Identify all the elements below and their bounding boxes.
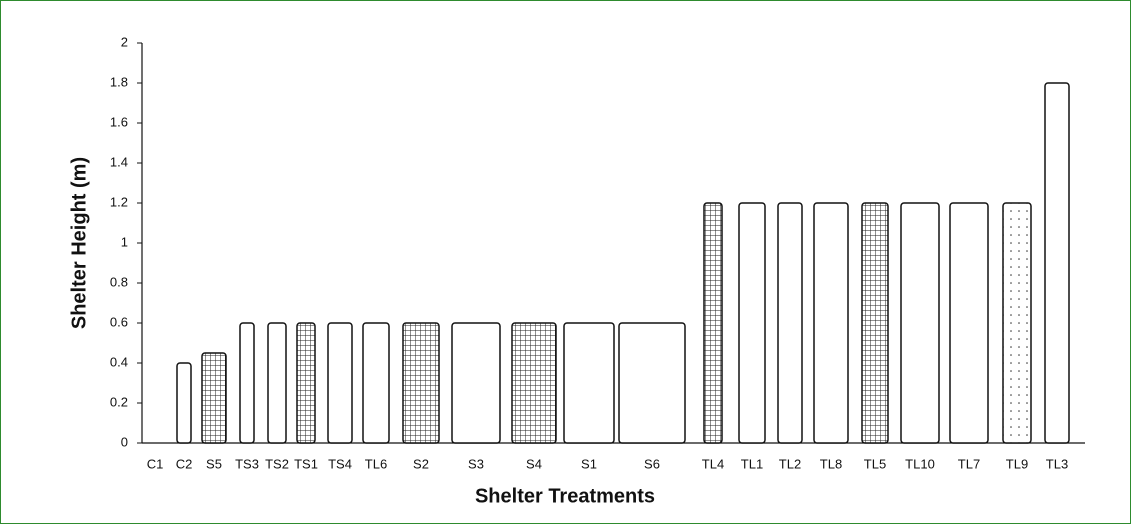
- y-tick-label: 2: [121, 34, 128, 49]
- x-tick-label: TL7: [958, 456, 980, 471]
- x-tick-label: TL4: [702, 456, 724, 471]
- y-tick-label: 0.8: [110, 274, 128, 289]
- y-tick-label: 1: [121, 234, 128, 249]
- bar: [862, 203, 888, 443]
- x-tick-label: TL6: [365, 456, 387, 471]
- x-tick-label: C2: [176, 456, 193, 471]
- bar: [363, 323, 389, 443]
- x-tick-label: S1: [581, 456, 597, 471]
- x-tick-label: TL1: [741, 456, 763, 471]
- bar: [1003, 203, 1031, 443]
- x-tick-label: TS1: [294, 456, 318, 471]
- x-tick-label: S4: [526, 456, 542, 471]
- x-tick-label: TS3: [235, 456, 259, 471]
- y-axis-title: Shelter Height (m): [68, 157, 90, 329]
- bar: [512, 323, 556, 443]
- bar: [950, 203, 988, 443]
- bar: [268, 323, 286, 443]
- bar: [901, 203, 939, 443]
- bar: [328, 323, 352, 443]
- bar: [177, 363, 191, 443]
- bar: [403, 323, 439, 443]
- bar: [814, 203, 848, 443]
- x-tick-label: S3: [468, 456, 484, 471]
- x-tick-label: S6: [644, 456, 660, 471]
- x-tick-label: TL10: [905, 456, 935, 471]
- y-tick-label: 1.8: [110, 74, 128, 89]
- y-tick-label: 0.2: [110, 394, 128, 409]
- chart: Shelter Height (m) Shelter Treatments 0 0…: [0, 0, 1131, 524]
- bar: [297, 323, 315, 443]
- x-tick-label: S5: [206, 456, 222, 471]
- y-tick-label: 1.2: [110, 194, 128, 209]
- bar: [202, 353, 226, 443]
- bar: [1045, 83, 1069, 443]
- bar: [452, 323, 500, 443]
- bar: [778, 203, 802, 443]
- bar: [240, 323, 254, 443]
- x-tick-label: TL8: [820, 456, 842, 471]
- bar: [739, 203, 765, 443]
- x-axis-title: Shelter Treatments: [475, 485, 655, 507]
- x-tick-label: TL3: [1046, 456, 1068, 471]
- x-tick-label: TL5: [864, 456, 886, 471]
- bar: [564, 323, 614, 443]
- x-tick-label: TL2: [779, 456, 801, 471]
- x-tick-label: TS4: [328, 456, 352, 471]
- y-tick-label: 0: [121, 434, 128, 449]
- bar: [704, 203, 722, 443]
- x-tick-label: S2: [413, 456, 429, 471]
- y-tick-label: 1.4: [110, 154, 128, 169]
- bar: [619, 323, 685, 443]
- y-tick-label: 0.6: [110, 314, 128, 329]
- x-tick-label: TL9: [1006, 456, 1028, 471]
- x-tick-label: TS2: [265, 456, 289, 471]
- y-tick-label: 0.4: [110, 354, 128, 369]
- y-tick-label: 1.6: [110, 114, 128, 129]
- x-tick-label: C1: [147, 456, 164, 471]
